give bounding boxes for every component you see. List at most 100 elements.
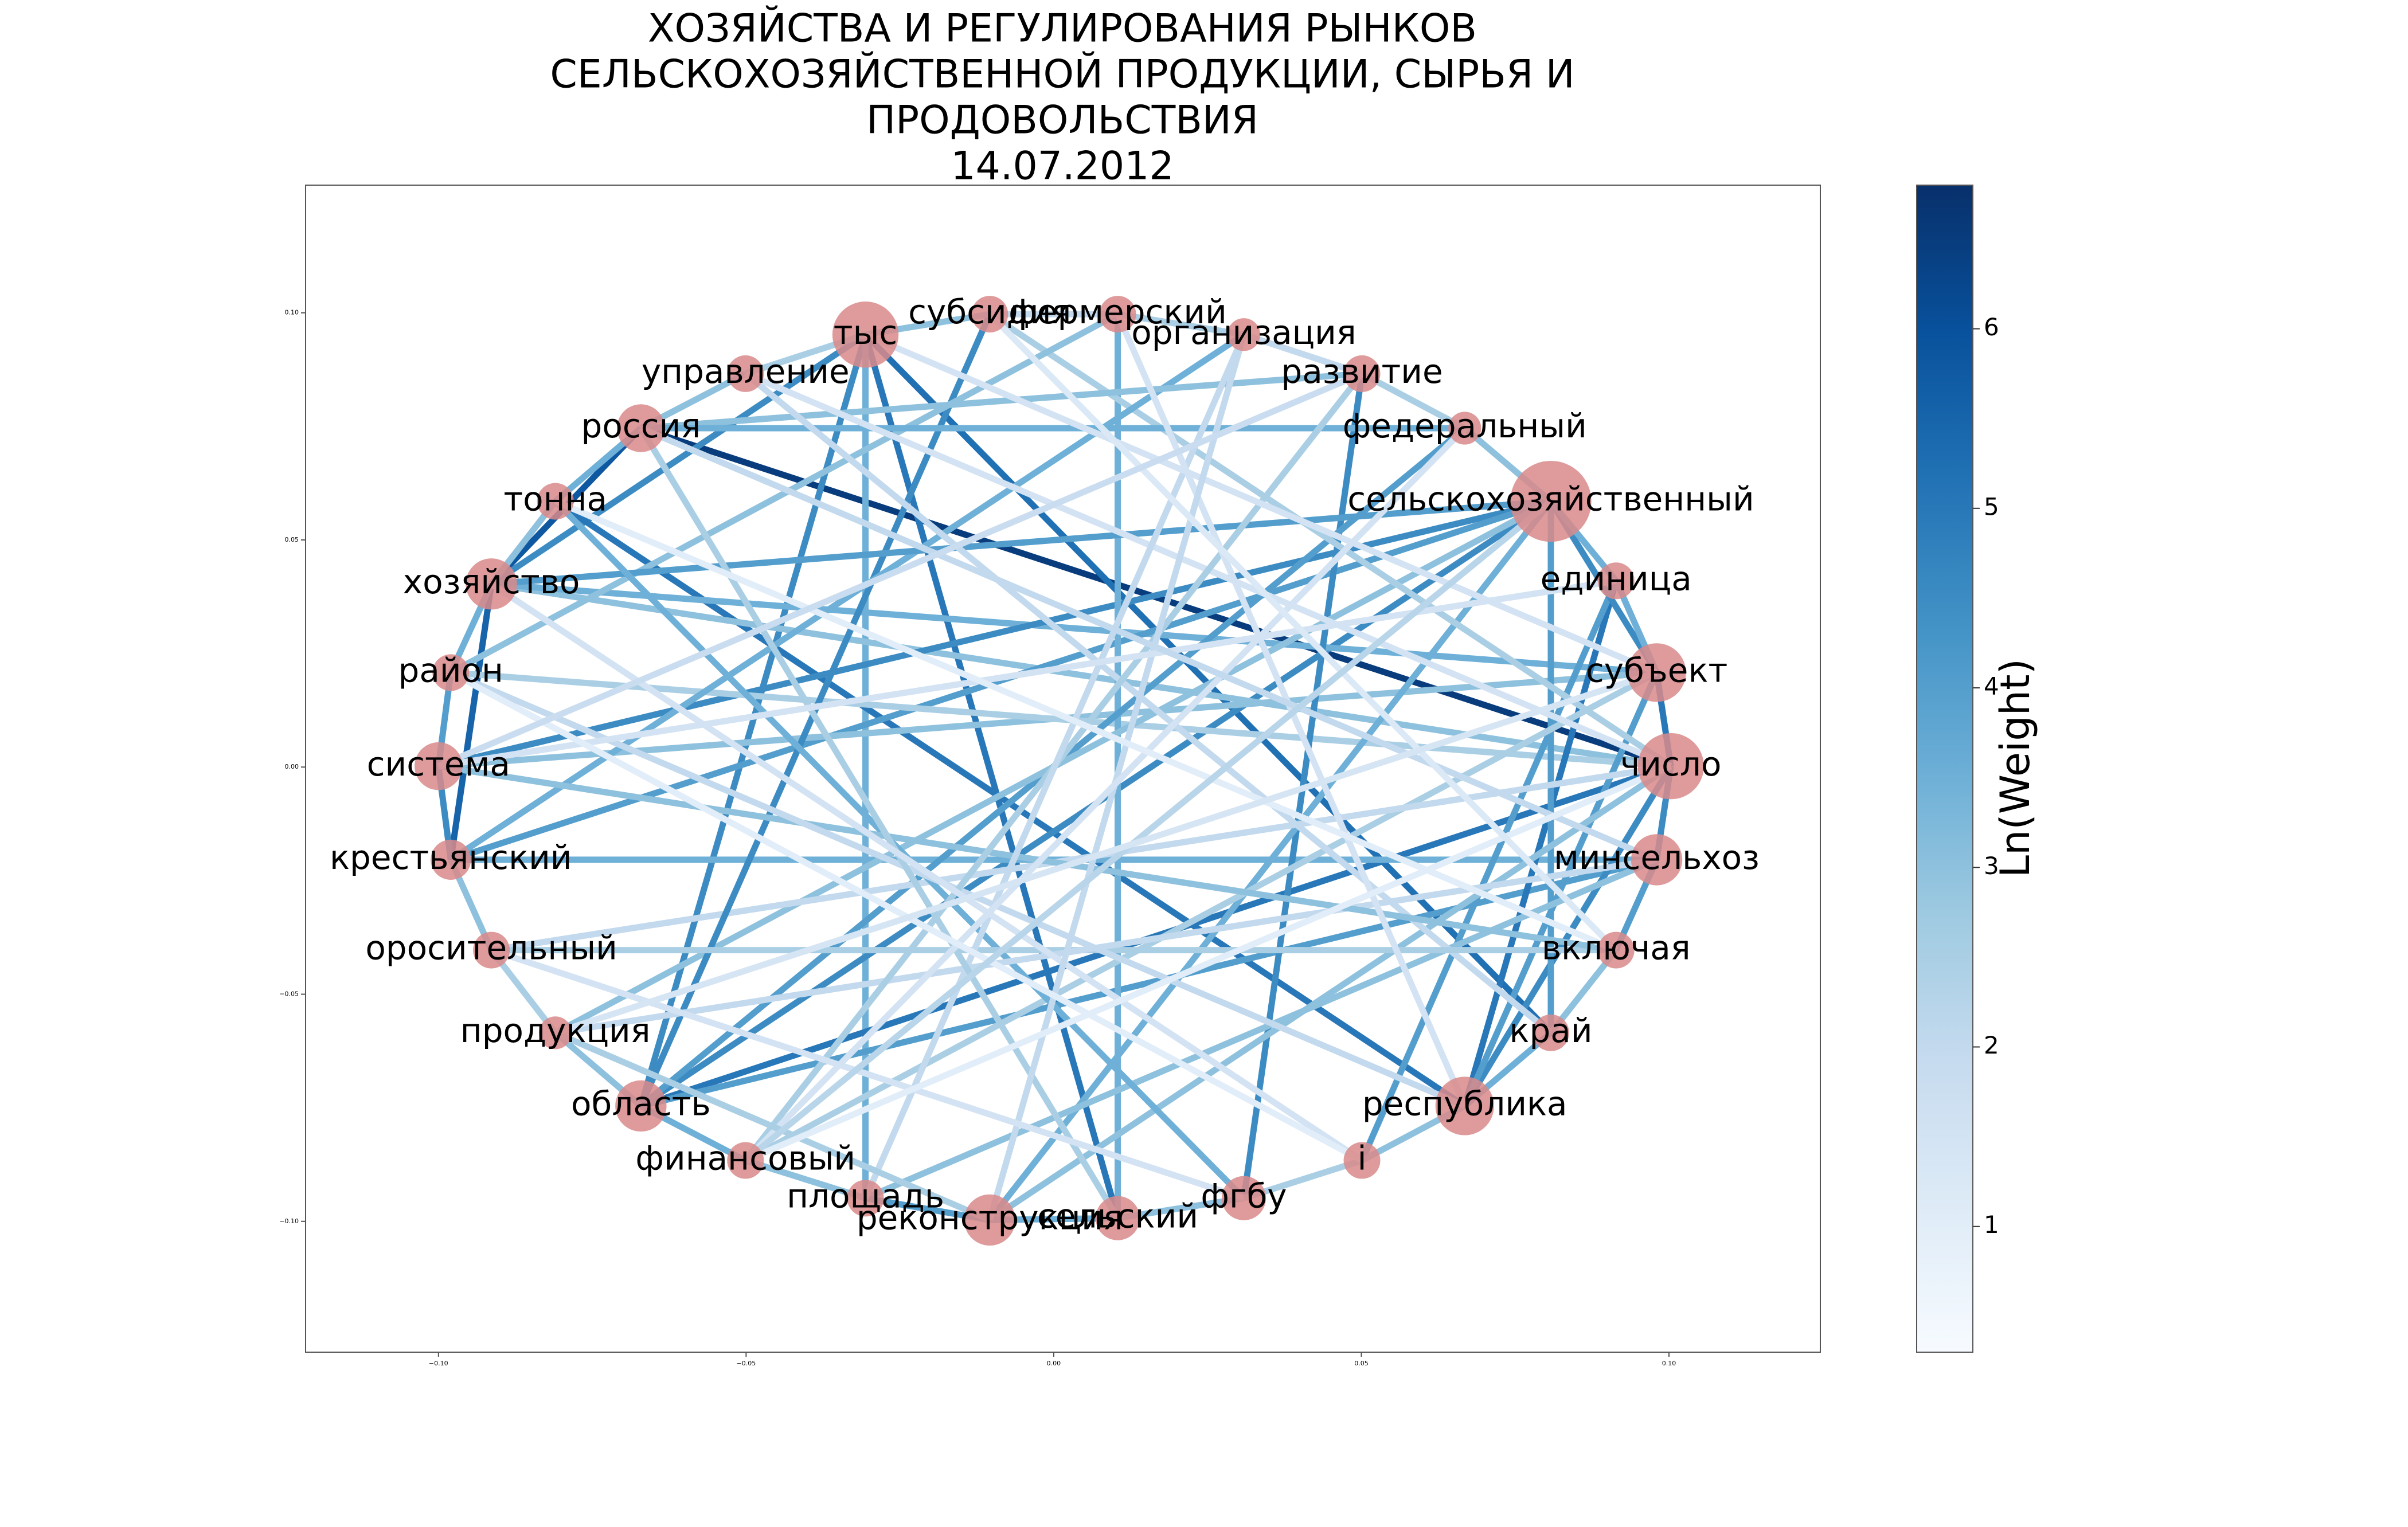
node bbox=[1597, 931, 1635, 969]
colorbar-tick-label: 4 bbox=[1984, 672, 1999, 700]
node-label: развитие bbox=[1281, 352, 1443, 391]
node bbox=[1343, 355, 1381, 392]
node bbox=[727, 1142, 764, 1179]
node-label: федеральный bbox=[1343, 406, 1587, 445]
edge bbox=[1462, 764, 1674, 1108]
y-tick-label: 0.05 bbox=[285, 536, 299, 543]
edge bbox=[639, 425, 1658, 863]
node bbox=[1510, 460, 1592, 542]
node-label: тонна bbox=[503, 480, 607, 519]
edges bbox=[435, 311, 1674, 1223]
node-label: включая bbox=[1542, 929, 1691, 968]
edge bbox=[437, 763, 1617, 954]
edge bbox=[1360, 371, 1467, 431]
node-label: сельскохозяйственный bbox=[1347, 480, 1754, 519]
node-label: i bbox=[1357, 1139, 1366, 1178]
edge bbox=[744, 763, 1672, 1164]
node-label: сельский bbox=[1037, 1196, 1198, 1235]
y-tick-label: 0.10 bbox=[285, 309, 299, 316]
edge bbox=[490, 947, 1245, 1201]
node bbox=[415, 742, 463, 790]
nodes bbox=[415, 296, 1704, 1246]
edge bbox=[640, 856, 1658, 1109]
edge bbox=[554, 498, 1617, 953]
node-label: единица bbox=[1541, 559, 1692, 598]
edge bbox=[554, 669, 1658, 1036]
chart-title: ХОЗЯЙСТВА И РЕГУЛИРОВАНИЯ РЫНКОВ bbox=[648, 6, 1477, 52]
edge bbox=[491, 498, 1551, 588]
x-tick-label: −0.10 bbox=[429, 1360, 448, 1367]
edge bbox=[1242, 331, 1363, 377]
chart-title: 14.07.2012 bbox=[951, 144, 1174, 189]
edge bbox=[862, 333, 1247, 1200]
node-label: республика bbox=[1362, 1084, 1567, 1123]
chart-title: СЕЛЬСКОХОЗЯЙСТВЕННОЙ ПРОДУКЦИИ, СЫРЬЯ И bbox=[550, 52, 1574, 97]
node bbox=[1597, 562, 1635, 600]
node-labels: тыс субсидияфермерскийорганизацияразвитие… bbox=[330, 292, 1760, 1237]
node-label: организация bbox=[1131, 313, 1356, 352]
node bbox=[971, 296, 1008, 333]
colorbar bbox=[1916, 185, 1973, 1353]
edge bbox=[743, 499, 1553, 1163]
node bbox=[617, 404, 665, 452]
colorbar-tick-label: 5 bbox=[1984, 492, 1999, 520]
node bbox=[432, 654, 470, 691]
x-tick-label: 0.00 bbox=[1047, 1360, 1061, 1367]
edge bbox=[987, 312, 1619, 953]
plot-frame bbox=[305, 185, 1821, 1353]
node bbox=[1627, 643, 1686, 702]
edge bbox=[491, 581, 1672, 770]
edge bbox=[862, 334, 1121, 1219]
node bbox=[832, 302, 899, 368]
node bbox=[537, 483, 574, 520]
node-label: финансовый bbox=[635, 1139, 855, 1178]
node-label: субсидия bbox=[908, 292, 1071, 331]
node bbox=[1095, 1196, 1140, 1240]
node-label: управление bbox=[642, 352, 850, 391]
x-tick-label: −0.05 bbox=[736, 1360, 756, 1367]
node-label: продукция bbox=[460, 1011, 651, 1050]
node bbox=[1448, 412, 1481, 445]
node-label: фермерский bbox=[1008, 292, 1227, 331]
node bbox=[1343, 1142, 1381, 1179]
edge bbox=[447, 584, 495, 860]
node bbox=[1227, 318, 1261, 351]
edge bbox=[491, 581, 1657, 676]
edge bbox=[1461, 580, 1620, 1107]
node-label: оросительный bbox=[365, 929, 617, 968]
edge bbox=[437, 370, 1363, 769]
edge bbox=[743, 371, 1553, 1036]
node bbox=[615, 1080, 667, 1132]
node bbox=[466, 558, 517, 610]
node-label: край bbox=[1509, 1011, 1592, 1050]
node-label: район bbox=[398, 651, 503, 690]
colorbar-tick-label: 1 bbox=[1984, 1211, 1999, 1239]
edge bbox=[988, 764, 1673, 1223]
edge bbox=[638, 426, 1121, 1220]
node-label: крестьянский bbox=[330, 838, 572, 877]
node bbox=[1631, 834, 1683, 886]
edge bbox=[987, 334, 1247, 1221]
edge bbox=[743, 426, 1467, 1163]
edge bbox=[1117, 311, 1245, 338]
node-label: фгбу bbox=[1201, 1176, 1287, 1215]
node bbox=[847, 1180, 884, 1217]
colorbar-tick-label: 2 bbox=[1984, 1031, 1999, 1059]
node bbox=[1221, 1176, 1266, 1220]
node-label: число bbox=[1620, 745, 1721, 784]
edge bbox=[490, 332, 867, 587]
node-label: площадь bbox=[787, 1176, 944, 1215]
colorbar-label: Ln(Weight) bbox=[1992, 659, 2039, 878]
edge bbox=[554, 1029, 991, 1223]
node bbox=[1637, 733, 1704, 800]
edge bbox=[744, 669, 1659, 1164]
edge bbox=[864, 856, 1658, 1201]
y-tick-label: −0.10 bbox=[279, 1217, 299, 1225]
node bbox=[431, 839, 471, 880]
x-tick-label: 0.05 bbox=[1354, 1360, 1369, 1367]
edge bbox=[449, 332, 1246, 863]
node-label: субъект bbox=[1586, 651, 1727, 690]
chart-title: ПРОДОВОЛЬСТВИЯ bbox=[866, 98, 1258, 143]
